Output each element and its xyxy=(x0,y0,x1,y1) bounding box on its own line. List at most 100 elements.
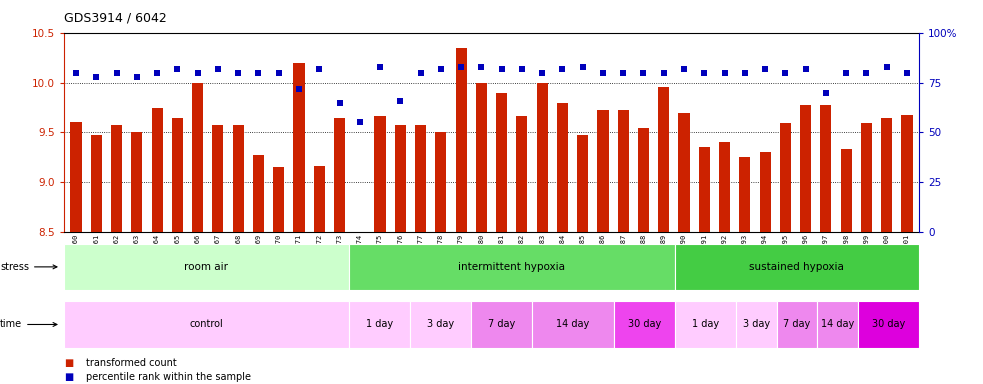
Bar xyxy=(111,126,122,232)
Point xyxy=(535,70,550,76)
Bar xyxy=(699,147,710,232)
Point xyxy=(858,70,874,76)
Bar xyxy=(577,136,588,232)
Bar xyxy=(90,136,102,232)
Bar xyxy=(736,301,777,348)
Point xyxy=(129,73,145,79)
Bar xyxy=(659,86,669,232)
Bar xyxy=(455,48,467,232)
Point xyxy=(413,70,429,76)
Point xyxy=(696,70,712,76)
Point xyxy=(291,86,307,92)
Bar xyxy=(800,104,811,232)
Bar xyxy=(739,157,750,232)
Point xyxy=(433,66,448,72)
Bar xyxy=(516,116,528,232)
Point xyxy=(575,63,591,70)
Bar xyxy=(349,244,674,290)
Point xyxy=(352,119,368,126)
Bar xyxy=(273,167,284,232)
Point xyxy=(68,70,84,76)
Bar xyxy=(617,109,629,232)
Bar xyxy=(719,142,730,232)
Bar xyxy=(476,83,487,232)
Point xyxy=(717,70,732,76)
Point xyxy=(312,66,327,72)
Bar xyxy=(613,301,674,348)
Text: sustained hypoxia: sustained hypoxia xyxy=(749,262,844,272)
Text: control: control xyxy=(190,319,223,329)
Point xyxy=(88,73,104,79)
Text: 14 day: 14 day xyxy=(821,319,854,329)
Point xyxy=(109,70,125,76)
Text: 30 day: 30 day xyxy=(627,319,661,329)
Text: time: time xyxy=(0,319,57,329)
Bar xyxy=(349,301,410,348)
Point xyxy=(230,70,246,76)
Text: 3 day: 3 day xyxy=(427,319,454,329)
Text: stress: stress xyxy=(0,262,57,272)
Point xyxy=(879,63,895,70)
Bar xyxy=(410,301,471,348)
Point xyxy=(615,70,631,76)
Text: GDS3914 / 6042: GDS3914 / 6042 xyxy=(64,12,167,25)
Point xyxy=(595,70,610,76)
Bar xyxy=(314,166,324,232)
Bar xyxy=(760,152,771,232)
Bar xyxy=(71,122,82,232)
Text: 1 day: 1 day xyxy=(366,319,393,329)
Text: ■: ■ xyxy=(64,372,73,382)
Bar xyxy=(293,63,305,232)
Bar xyxy=(537,83,548,232)
Bar xyxy=(820,104,832,232)
Point xyxy=(636,70,652,76)
Bar xyxy=(780,124,791,232)
Point xyxy=(392,98,408,104)
Bar xyxy=(151,108,163,232)
Text: intermittent hypoxia: intermittent hypoxia xyxy=(458,262,565,272)
Point xyxy=(757,66,773,72)
Bar xyxy=(132,132,143,232)
Point xyxy=(737,70,753,76)
Bar xyxy=(334,118,345,232)
Point xyxy=(798,66,814,72)
Text: 1 day: 1 day xyxy=(692,319,719,329)
Bar xyxy=(395,126,406,232)
Text: 30 day: 30 day xyxy=(872,319,905,329)
Point xyxy=(554,66,570,72)
Bar xyxy=(435,132,446,232)
Bar xyxy=(172,118,183,232)
Point xyxy=(818,89,834,96)
Bar xyxy=(881,118,893,232)
Point xyxy=(373,63,388,70)
Bar xyxy=(233,126,244,232)
Point xyxy=(453,63,469,70)
Point xyxy=(474,63,490,70)
Text: 7 day: 7 day xyxy=(783,319,811,329)
Bar xyxy=(678,113,690,232)
Bar xyxy=(777,301,817,348)
Point xyxy=(331,99,347,106)
Point xyxy=(190,70,205,76)
Bar xyxy=(415,126,427,232)
Text: transformed count: transformed count xyxy=(86,358,176,368)
Text: 14 day: 14 day xyxy=(556,319,590,329)
Bar xyxy=(840,149,851,232)
Bar xyxy=(375,116,385,232)
Point xyxy=(676,66,692,72)
Point xyxy=(149,70,165,76)
Point xyxy=(251,70,266,76)
Point xyxy=(514,66,530,72)
Bar xyxy=(532,301,613,348)
Bar xyxy=(496,93,507,232)
Text: 3 day: 3 day xyxy=(742,319,770,329)
Text: percentile rank within the sample: percentile rank within the sample xyxy=(86,372,251,382)
Bar xyxy=(471,301,532,348)
Point xyxy=(656,70,671,76)
Point xyxy=(838,70,854,76)
Point xyxy=(899,70,915,76)
Bar xyxy=(212,126,223,232)
Bar xyxy=(192,83,203,232)
Point xyxy=(210,66,226,72)
Bar xyxy=(861,124,872,232)
